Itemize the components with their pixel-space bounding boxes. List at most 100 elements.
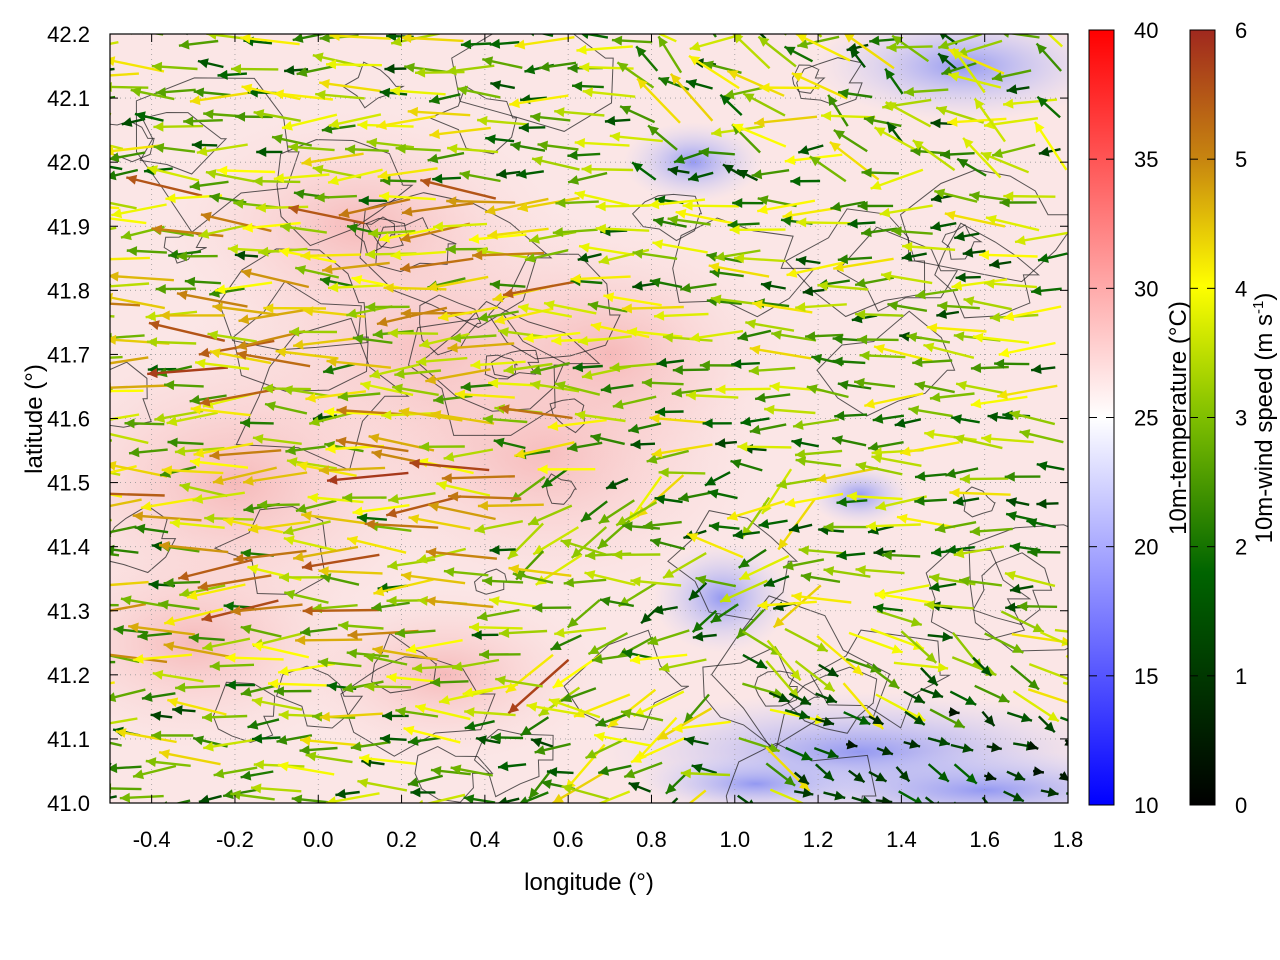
wind-arrow	[534, 742, 571, 755]
wind-arrow	[632, 248, 678, 260]
wind-arrow	[794, 449, 843, 460]
wind-arrow	[876, 609, 923, 627]
wind-arrow	[253, 109, 301, 122]
wind-arrow-head	[436, 480, 448, 491]
wind-arrow	[712, 34, 717, 38]
wind-arrow-head	[991, 742, 1002, 753]
wind-arrow-head	[857, 201, 868, 211]
wind-arrow-head	[788, 523, 800, 533]
wind-arrow	[360, 380, 414, 397]
wind-arrow-head	[386, 34, 397, 42]
wind-arrow	[167, 437, 204, 448]
wind-arrow-head	[554, 381, 566, 391]
wind-arrow	[432, 221, 488, 232]
wind-arrow-head	[317, 657, 329, 668]
wind-arrow	[894, 418, 922, 428]
wind-arrow-head	[223, 601, 234, 612]
wind-arrow-head	[646, 454, 658, 464]
wind-arrow	[655, 406, 684, 417]
wind-arrow-shaft	[110, 580, 149, 587]
wind-arrow-head	[494, 314, 506, 325]
wind-arrow-head	[632, 162, 644, 173]
wind-arrow	[1002, 98, 1058, 109]
wind-arrow	[953, 763, 978, 785]
wind-arrow	[962, 247, 986, 258]
wind-arrow	[687, 171, 714, 182]
wind-arrow-head	[672, 723, 683, 733]
wind-arrow-head	[360, 380, 372, 391]
wind-arrow	[238, 308, 306, 325]
wind-arrow-head	[731, 359, 742, 369]
wind-arrow-head	[369, 369, 381, 379]
wind-arrow	[395, 143, 441, 154]
wind-arrow	[401, 202, 474, 217]
wind-arrow	[414, 703, 471, 721]
wind-arrow	[288, 204, 365, 225]
wind-arrow	[683, 736, 709, 746]
wind-arrow	[134, 111, 164, 122]
wind-arrow-head	[203, 109, 214, 120]
wind-arrow-shaft	[161, 468, 224, 475]
wind-arrow-head	[649, 277, 661, 288]
wind-arrow-head	[748, 365, 760, 376]
wind-arrow	[283, 535, 337, 552]
wind-arrow	[816, 635, 864, 676]
wind-arrow	[554, 107, 605, 118]
wind-arrow	[130, 87, 175, 101]
wind-arrow	[1064, 739, 1068, 746]
wind-arrow	[147, 366, 228, 379]
wind-arrow	[570, 273, 631, 284]
wind-arrow-head	[240, 770, 252, 781]
wind-arrow	[630, 576, 682, 587]
wind-arrow-head	[888, 678, 900, 689]
wind-arrow	[855, 461, 903, 476]
wind-arrow	[619, 105, 656, 124]
wind-arrow-head	[874, 590, 886, 600]
wind-arrow	[273, 173, 330, 183]
wind-arrow	[487, 227, 549, 240]
wind-arrow-head	[568, 175, 579, 185]
wind-arrow-head	[823, 716, 834, 727]
wind-arrow-head	[999, 197, 1010, 208]
wind-arrow	[853, 377, 896, 388]
wind-arrow-shaft	[373, 578, 434, 595]
wind-arrow-head	[864, 398, 876, 409]
wind-arrow-head	[110, 544, 115, 555]
contour-line	[110, 361, 152, 428]
wind-arrow	[163, 607, 224, 626]
wind-arrow	[848, 769, 866, 784]
wind-arrow	[292, 545, 359, 562]
wind-arrow	[191, 140, 218, 150]
wind-arrow-head	[823, 522, 834, 532]
wind-arrow	[605, 477, 629, 490]
wind-arrow	[387, 558, 436, 571]
wind-arrow	[271, 134, 313, 147]
wind-arrow	[365, 302, 410, 312]
wind-arrow-head	[680, 768, 691, 779]
wind-arrow-head	[163, 577, 174, 588]
wind-arrow-head	[477, 500, 488, 511]
wind-arrow-head	[206, 34, 217, 40]
wind-arrow-head	[684, 736, 695, 746]
wind-arrow	[1005, 511, 1037, 522]
wind-arrow-head	[874, 344, 885, 354]
wind-arrow-shaft	[621, 305, 684, 310]
wind-arrow-shaft	[247, 520, 311, 532]
wind-arrow	[574, 410, 626, 423]
wind-arrow	[984, 632, 1024, 654]
wind-arrow	[788, 692, 812, 706]
colorbar-tick-label: 10	[1134, 793, 1158, 818]
wind-arrow-head	[600, 383, 612, 394]
wind-arrow-head	[457, 85, 468, 96]
wind-arrow	[242, 221, 301, 233]
wind-arrow	[815, 692, 838, 704]
wind-arrow-shaft	[686, 532, 744, 559]
wind-arrow-shaft	[429, 126, 491, 137]
wind-arrow-head	[278, 761, 289, 772]
wind-arrow-head	[862, 796, 872, 803]
wind-arrow-head	[379, 191, 390, 202]
wind-arrow	[875, 495, 927, 511]
wind-arrow-head	[312, 711, 323, 722]
wind-arrow-head	[931, 547, 942, 558]
